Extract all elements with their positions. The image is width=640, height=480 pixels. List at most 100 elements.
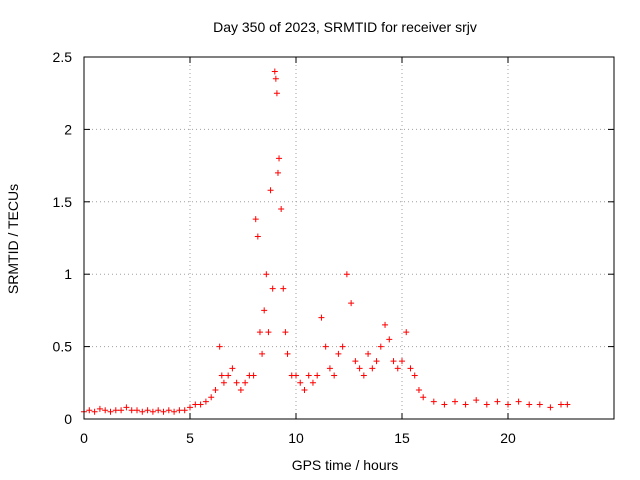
data-point bbox=[96, 405, 103, 412]
data-point bbox=[407, 365, 414, 372]
data-points bbox=[81, 68, 571, 415]
data-point bbox=[225, 372, 232, 379]
data-point bbox=[280, 285, 287, 292]
data-point bbox=[271, 68, 278, 75]
x-tick-label: 10 bbox=[288, 430, 304, 446]
data-point bbox=[339, 343, 346, 350]
data-point bbox=[278, 206, 285, 213]
data-point bbox=[220, 379, 227, 386]
data-point bbox=[272, 75, 279, 82]
data-point bbox=[331, 372, 338, 379]
x-tick-label: 0 bbox=[80, 430, 88, 446]
data-point bbox=[415, 387, 422, 394]
data-point bbox=[318, 314, 325, 321]
data-point bbox=[293, 372, 299, 379]
data-point bbox=[326, 365, 333, 372]
data-point bbox=[118, 407, 125, 414]
data-point bbox=[218, 372, 225, 379]
data-point bbox=[112, 407, 119, 414]
x-tick-label: 15 bbox=[394, 430, 410, 446]
x-tick-label: 20 bbox=[500, 430, 516, 446]
data-point bbox=[212, 387, 219, 394]
data-point bbox=[343, 271, 350, 278]
data-point bbox=[165, 407, 172, 414]
data-point bbox=[139, 408, 146, 415]
data-point bbox=[494, 398, 501, 405]
chart-title: Day 350 of 2023, SRMTID for receiver srj… bbox=[213, 19, 477, 35]
data-point bbox=[348, 300, 355, 307]
data-point bbox=[267, 187, 274, 194]
data-point bbox=[284, 350, 291, 357]
data-point bbox=[373, 358, 380, 365]
data-point bbox=[399, 358, 405, 365]
y-tick-label: 0 bbox=[64, 411, 72, 427]
data-point bbox=[403, 329, 410, 336]
data-point bbox=[202, 398, 209, 405]
data-point bbox=[365, 350, 372, 357]
data-point bbox=[273, 90, 280, 97]
x-axis-title: GPS time / hours bbox=[292, 457, 399, 473]
data-point bbox=[394, 365, 401, 372]
y-tick-label: 2.5 bbox=[53, 49, 73, 65]
data-point bbox=[107, 408, 114, 415]
data-point bbox=[176, 407, 183, 414]
data-point bbox=[128, 407, 135, 414]
data-point bbox=[91, 408, 98, 415]
data-point bbox=[526, 401, 533, 408]
data-point bbox=[123, 404, 130, 411]
data-point bbox=[265, 329, 272, 336]
data-point bbox=[420, 394, 427, 401]
data-point bbox=[261, 307, 268, 314]
data-point bbox=[282, 329, 289, 336]
data-point bbox=[301, 387, 308, 394]
data-point bbox=[309, 379, 316, 386]
data-point bbox=[382, 321, 389, 328]
data-point bbox=[242, 379, 249, 386]
data-point bbox=[160, 408, 167, 415]
data-point bbox=[274, 169, 281, 176]
y-tick-label: 1 bbox=[64, 266, 72, 282]
data-point bbox=[216, 343, 223, 350]
data-point bbox=[335, 350, 342, 357]
data-point bbox=[297, 379, 304, 386]
data-point bbox=[155, 407, 162, 414]
data-point bbox=[149, 408, 156, 415]
data-point bbox=[322, 343, 329, 350]
data-point bbox=[250, 372, 257, 379]
axis-ticks bbox=[83, 56, 614, 420]
data-point bbox=[430, 398, 437, 405]
data-point bbox=[505, 401, 511, 408]
data-point bbox=[181, 407, 188, 414]
data-point bbox=[452, 398, 458, 405]
data-point bbox=[390, 358, 397, 365]
y-tick-label: 2 bbox=[64, 121, 72, 137]
data-point bbox=[208, 394, 215, 401]
data-point bbox=[276, 155, 283, 162]
tick-labels: 0 5 10 15 20 0 0.5 1 1.5 2 2.5 bbox=[53, 49, 516, 446]
data-point bbox=[369, 365, 376, 372]
data-point bbox=[237, 387, 244, 394]
data-point bbox=[254, 233, 261, 240]
data-point bbox=[197, 401, 204, 408]
data-point bbox=[356, 365, 363, 372]
data-point bbox=[483, 401, 490, 408]
data-point bbox=[564, 401, 571, 408]
data-point bbox=[263, 271, 270, 278]
data-point bbox=[515, 398, 522, 405]
data-point bbox=[352, 358, 359, 365]
y-tick-label: 1.5 bbox=[53, 194, 73, 210]
data-point bbox=[134, 407, 140, 414]
data-point bbox=[536, 401, 543, 408]
y-tick-label: 0.5 bbox=[53, 339, 73, 355]
data-point bbox=[473, 397, 480, 404]
data-point bbox=[377, 343, 384, 350]
data-point bbox=[269, 285, 276, 292]
data-point bbox=[305, 372, 312, 379]
data-point bbox=[171, 408, 178, 415]
grid-lines bbox=[84, 57, 614, 419]
data-point bbox=[102, 407, 109, 414]
data-point bbox=[441, 401, 448, 408]
data-point bbox=[462, 401, 469, 408]
data-point bbox=[558, 401, 564, 408]
